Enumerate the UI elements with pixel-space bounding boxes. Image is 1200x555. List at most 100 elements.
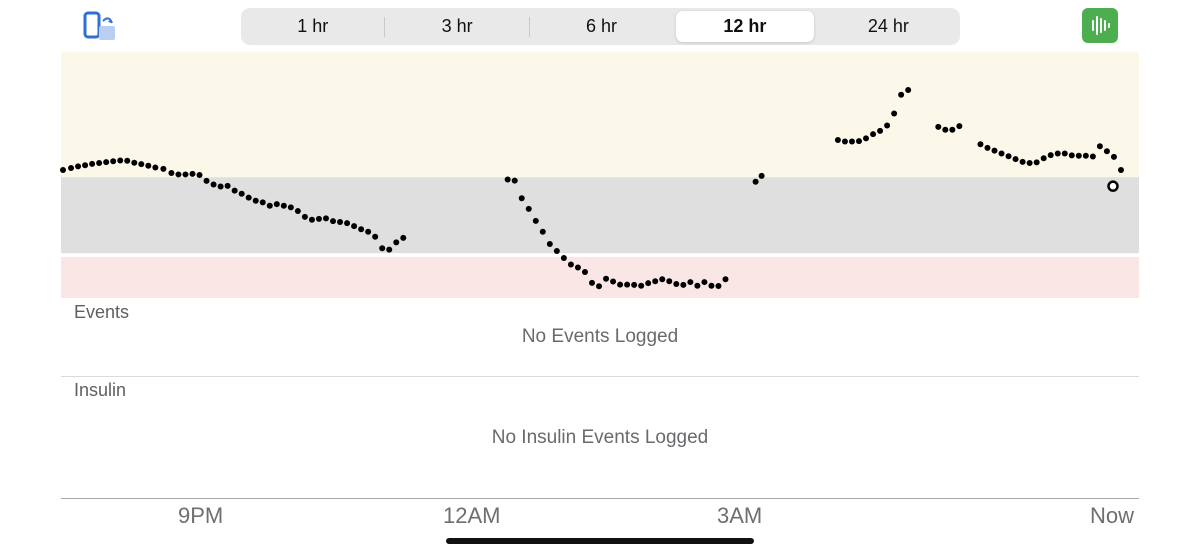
glucose-point bbox=[977, 141, 984, 148]
glucose-point bbox=[308, 216, 315, 223]
glucose-point bbox=[701, 279, 708, 286]
glucose-point bbox=[386, 246, 393, 253]
glucose-point bbox=[145, 162, 152, 169]
glucose-point bbox=[715, 282, 722, 289]
glucose-point bbox=[905, 87, 912, 94]
low-range-zone bbox=[61, 257, 1139, 298]
glucose-point bbox=[877, 127, 884, 134]
glucose-point bbox=[152, 164, 159, 171]
glucose-point bbox=[131, 159, 138, 166]
glucose-point bbox=[752, 178, 759, 185]
glucose-point bbox=[315, 215, 322, 222]
glucose-point bbox=[82, 162, 89, 169]
glucose-point bbox=[337, 218, 344, 225]
glucose-point bbox=[103, 159, 110, 166]
glucose-point bbox=[210, 181, 217, 188]
time-range-12hr[interactable]: 12 hr bbox=[676, 11, 814, 42]
glucose-point bbox=[182, 171, 189, 178]
glucose-point bbox=[231, 187, 238, 194]
rotate-screen-icon bbox=[83, 11, 115, 40]
rotate-screen-button[interactable] bbox=[80, 10, 118, 44]
glucose-point bbox=[567, 261, 574, 268]
glucose-point bbox=[1082, 152, 1089, 159]
glucose-point bbox=[1096, 143, 1103, 150]
glucose-point bbox=[956, 123, 963, 130]
glucose-point bbox=[1026, 159, 1033, 166]
glucose-point bbox=[574, 264, 581, 271]
section-divider bbox=[61, 376, 1139, 377]
x-tick-9pm: 9PM bbox=[178, 503, 224, 528]
glucose-point bbox=[673, 281, 680, 288]
glucose-point bbox=[949, 126, 956, 133]
x-axis-line bbox=[61, 498, 1139, 499]
glucose-point bbox=[393, 239, 400, 246]
glucose-point bbox=[351, 223, 358, 230]
glucose-point bbox=[175, 171, 182, 178]
glucose-point bbox=[358, 226, 365, 233]
glucose-point bbox=[68, 165, 75, 172]
insulin-title: Insulin bbox=[74, 380, 127, 400]
glucose-point bbox=[1019, 158, 1026, 165]
glucose-point bbox=[680, 281, 687, 288]
time-range-3hr[interactable]: 3 hr bbox=[441, 16, 473, 36]
glucose-point bbox=[518, 195, 525, 202]
current-reading-point bbox=[1107, 180, 1119, 192]
glucose-point bbox=[870, 131, 877, 138]
glucose-point bbox=[124, 157, 131, 164]
sound-waveform-icon bbox=[1092, 16, 1110, 35]
glucose-point bbox=[294, 208, 301, 215]
glucose-point bbox=[110, 158, 117, 165]
glucose-point bbox=[217, 183, 224, 190]
glucose-point bbox=[694, 282, 701, 289]
glucose-point bbox=[525, 205, 532, 212]
glucose-point bbox=[991, 147, 998, 154]
glucose-point bbox=[603, 275, 610, 282]
x-tick-3am: 3AM bbox=[717, 503, 763, 528]
time-range-24hr[interactable]: 24 hr bbox=[867, 16, 909, 36]
glucose-point bbox=[631, 281, 638, 288]
target-range-zone bbox=[61, 177, 1139, 254]
glucose-point bbox=[659, 276, 666, 283]
glucose-point bbox=[259, 199, 266, 206]
high-range-zone bbox=[61, 52, 1139, 178]
glucose-point bbox=[1005, 153, 1012, 160]
glucose-point bbox=[546, 241, 553, 248]
glucose-point bbox=[504, 176, 511, 183]
glucose-point bbox=[322, 215, 329, 222]
glucose-point bbox=[1054, 150, 1061, 157]
glucose-point bbox=[344, 220, 351, 227]
glucose-point bbox=[596, 283, 603, 290]
segment-divider bbox=[528, 16, 530, 37]
glucose-point bbox=[224, 182, 231, 189]
glucose-point bbox=[372, 233, 379, 240]
glucose-point bbox=[1047, 152, 1054, 159]
glucose-point bbox=[189, 170, 196, 177]
glucose-point bbox=[252, 197, 259, 204]
glucose-point bbox=[841, 138, 848, 145]
glucose-point bbox=[588, 279, 595, 286]
glucose-point bbox=[848, 138, 855, 145]
glucose-point bbox=[984, 144, 991, 151]
glucose-point bbox=[708, 282, 715, 289]
glucose-point bbox=[898, 91, 905, 98]
insulin-empty-message: No Insulin Events Logged bbox=[491, 427, 709, 448]
glucose-point bbox=[834, 137, 841, 144]
glucose-point bbox=[553, 248, 560, 255]
glucose-point bbox=[1012, 156, 1019, 163]
glucose-point bbox=[238, 190, 245, 197]
glucose-point bbox=[687, 279, 694, 286]
time-range-1hr[interactable]: 1 hr bbox=[297, 16, 329, 36]
sound-button[interactable] bbox=[1082, 8, 1118, 43]
glucose-point bbox=[652, 278, 659, 285]
glucose-point bbox=[280, 202, 287, 209]
glucose-point bbox=[884, 122, 891, 129]
glucose-chart bbox=[60, 52, 1139, 298]
glucose-point bbox=[666, 278, 673, 285]
time-range-6hr[interactable]: 6 hr bbox=[586, 16, 618, 36]
glucose-point bbox=[138, 161, 145, 168]
events-title: Events bbox=[74, 302, 130, 322]
glucose-point bbox=[855, 138, 862, 145]
glucose-point bbox=[1068, 152, 1075, 159]
glucose-point bbox=[511, 177, 518, 184]
home-indicator bbox=[446, 538, 754, 544]
